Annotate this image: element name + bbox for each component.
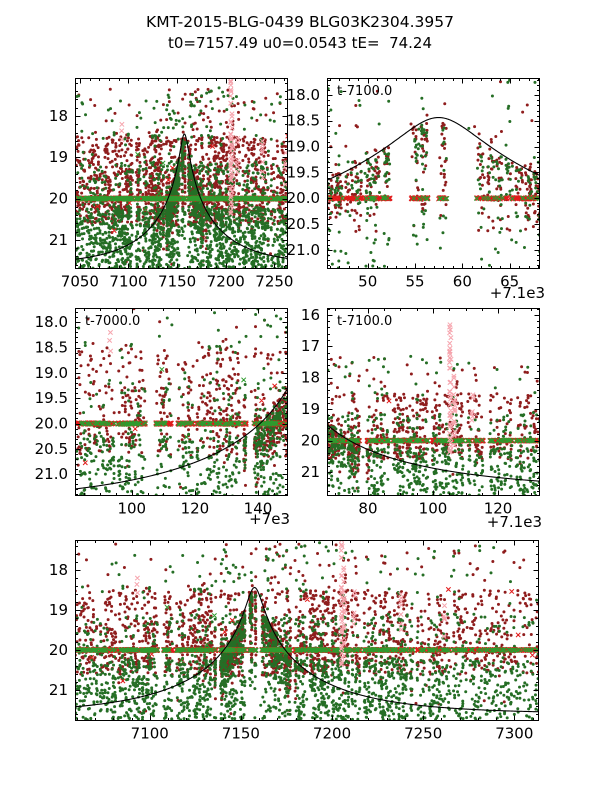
panel-top-right-annotation: t-7100.0 [337,84,393,99]
panel-middle-left-axis-offset: +7e3 [249,510,290,528]
panel-top-right-axis-offset: +7.1e3 [489,284,545,302]
panel-middle-left-annotation: t-7000.0 [85,314,141,329]
chart-subtitle: t0=7157.49 u0=0.0543 tE= 74.24 [167,34,433,52]
chart-title: KMT-2015-BLG-0439 BLG03K2304.3957 [146,13,454,31]
panel-middle-right-annotation: t-7100.0 [337,314,393,329]
panel-middle-right-axis-offset: +7.1e3 [486,513,542,531]
